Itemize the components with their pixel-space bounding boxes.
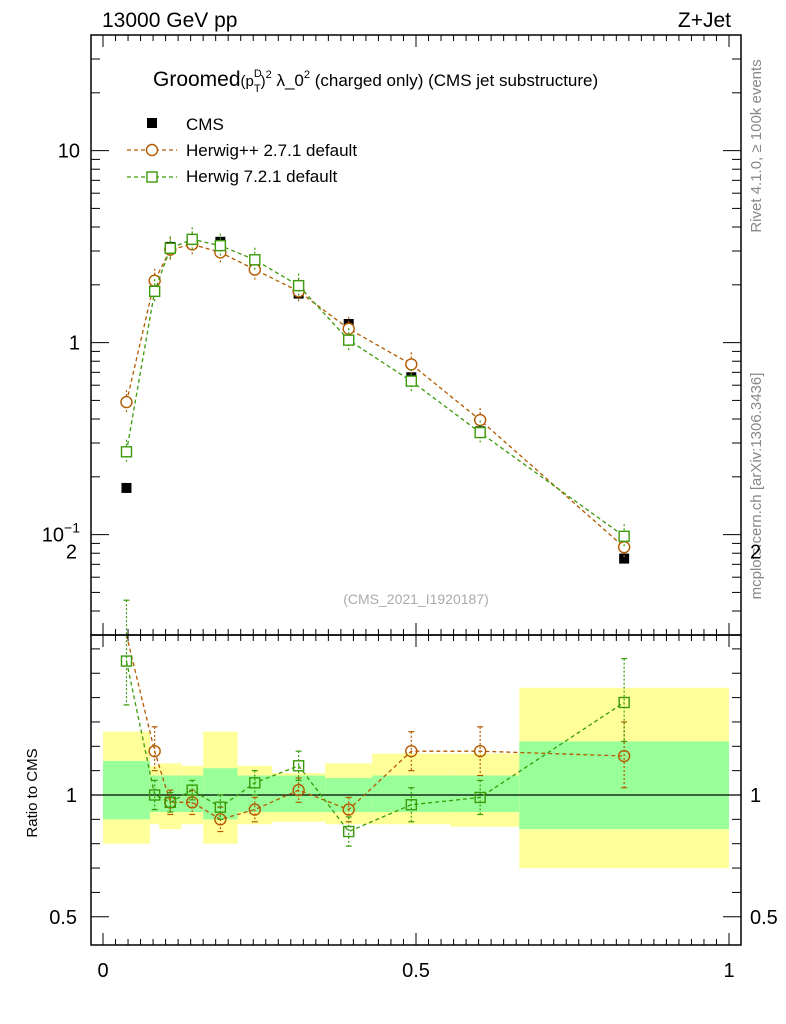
herwig7-marker	[343, 334, 355, 346]
ratio-herwig7-marker	[186, 784, 198, 796]
legend-cms-marker	[147, 118, 157, 128]
mcplots-side-label: mcplots.cern.ch [arXiv:1306.3436]	[748, 373, 765, 600]
legend-herwigpp-label: Herwig++ 2.7.1 default	[186, 141, 357, 160]
ratio-herwig7-marker	[343, 825, 355, 838]
ratio-inner-band	[372, 775, 451, 813]
ratio-herwig7-marker	[474, 791, 486, 804]
legend: CMS Herwig++ 2.7.1 default Herwig 7.2.1 …	[127, 115, 357, 186]
main-series-group	[120, 227, 631, 564]
ratio-herwig7-marker	[292, 760, 305, 772]
title-pow: 2	[266, 69, 272, 81]
ratio-x-tick-label: 0	[97, 960, 108, 982]
title-p: p	[246, 73, 254, 90]
title-lambda-pow: 2	[304, 69, 310, 81]
legend-herwig7-marker	[146, 171, 158, 183]
ratio-inner-band	[203, 768, 238, 820]
analysis-id: (CMS_2021_I1920187)	[343, 591, 489, 607]
ratio-herwig7-marker	[148, 789, 161, 801]
herwig7-marker	[120, 446, 133, 458]
ratio-axis-ticks: 2 2 1 1 0.5 0.5 0 0.5 1	[49, 542, 778, 983]
main-title: Groomed(pD T)2 λ_02 (charged only) (CMS j…	[153, 68, 598, 95]
herwig7-marker	[618, 530, 630, 542]
herwigpp-marker	[617, 540, 631, 554]
ratio-inner-band	[103, 760, 150, 820]
herwig7-marker	[249, 254, 261, 266]
ratio-uncertainty-bands	[103, 687, 729, 869]
ratio-y-tick-label-right: 0.5	[750, 907, 778, 929]
ratio-series-line	[125, 634, 625, 821]
ratio-y-tick-label-left: 1	[66, 785, 77, 807]
legend-herwigpp-marker	[145, 143, 159, 157]
energy-label: 13000 GeV pp	[102, 9, 237, 32]
main-panel: 10 1 10−1 Groomed(pD T)2 λ_02 (charged only…	[42, 34, 742, 636]
main-y-tick-label: 1	[69, 333, 80, 355]
ratio-herwig7-marker	[618, 696, 630, 709]
ratio-y-tick-label-right: 1	[750, 785, 761, 807]
ratio-y-tick-label-right: 2	[750, 542, 761, 564]
herwig7-marker	[164, 242, 176, 254]
ratio-series-group	[120, 599, 631, 847]
ratio-x-tick-label: 0.5	[402, 960, 430, 982]
ratio-herwigpp-marker	[617, 749, 631, 763]
ratio-herwig7-marker	[164, 796, 176, 809]
ratio-herwigpp-marker	[342, 803, 355, 816]
ratio-inner-band	[272, 775, 326, 813]
herwig7-marker	[292, 279, 305, 292]
main-y-tick-label: 10	[58, 141, 80, 163]
herwig7-marker	[148, 285, 161, 298]
ratio-herwigpp-marker	[292, 783, 305, 797]
ratio-y-tick-label-left: 2	[66, 542, 77, 564]
herwigpp-marker	[405, 358, 418, 371]
ratio-herwigpp-marker	[214, 813, 227, 826]
main-series-line	[125, 243, 625, 548]
title-prefix: Groomed	[153, 68, 241, 91]
legend-herwig7-label: Herwig 7.2.1 default	[186, 167, 337, 186]
ratio-herwig7-marker	[405, 799, 418, 811]
ratio-herwigpp-marker	[248, 803, 262, 816]
ratio-herwigpp-marker	[473, 744, 487, 758]
title-sub-t: T	[254, 83, 261, 95]
herwig7-marker	[474, 426, 486, 439]
ratio-herwigpp-marker	[405, 744, 418, 758]
ratio-panel: 2 2 1 1 0.5 0.5 0 0.5 1 Ratio to CMS	[24, 542, 778, 983]
ratio-herwig7-marker	[120, 655, 133, 667]
title-sup-d: D	[254, 68, 262, 80]
main-series-line	[125, 238, 625, 537]
ratio-x-tick-label: 1	[723, 960, 734, 982]
ratio-y-tick-label-left: 0.5	[49, 907, 77, 929]
process-label: Z+Jet	[678, 9, 731, 32]
legend-cms-label: CMS	[186, 115, 224, 134]
ratio-ylabel: Ratio to CMS	[24, 748, 41, 837]
herwig7-marker	[405, 375, 418, 387]
herwigpp-marker	[120, 395, 133, 409]
herwig7-marker	[214, 239, 227, 252]
cms-data-point	[121, 482, 132, 493]
title-suffix: (charged only) (CMS jet substructure)	[315, 71, 598, 90]
herwig7-marker	[186, 233, 198, 246]
ratio-herwig7-marker	[249, 777, 261, 789]
herwigpp-marker	[473, 413, 487, 427]
ratio-herwigpp-marker	[148, 744, 161, 758]
main-axis-ticks: 10 1 10−1	[42, 34, 741, 636]
title-lambda: λ_0	[276, 71, 303, 90]
ratio-herwig7-marker	[214, 801, 227, 813]
cms-data-point	[619, 553, 630, 564]
ratio-inner-band	[519, 741, 729, 830]
rivet-side-label: Rivet 4.1.0, ≥ 100k events	[748, 59, 765, 232]
main-y-tick-label: 10−1	[42, 520, 80, 547]
